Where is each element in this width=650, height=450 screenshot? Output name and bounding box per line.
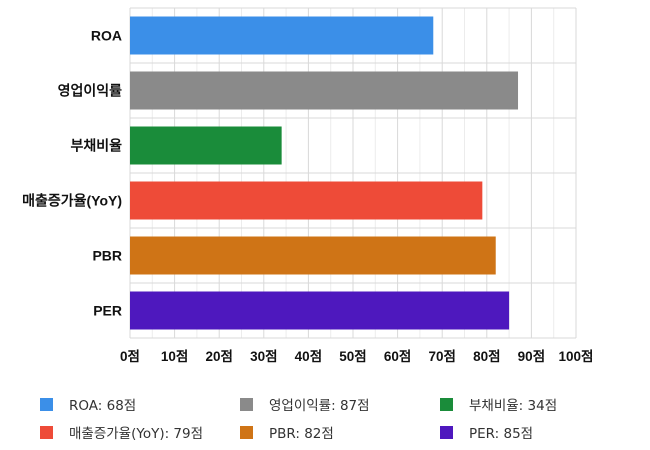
x-tick-label: 80점 xyxy=(473,348,500,364)
category-label: 영업이익률 xyxy=(58,83,123,99)
x-tick-label: 70점 xyxy=(428,348,455,364)
category-label: 매출증가율(YoY) xyxy=(22,193,122,209)
legend-label-pbr: PBR: 82점 xyxy=(269,426,334,442)
legend-swatch-debt-ratio xyxy=(440,397,453,411)
legend-swatch-pbr xyxy=(240,425,253,439)
bar[interactable] xyxy=(130,71,519,110)
x-tick-label: 100점 xyxy=(559,348,594,364)
legend-row: ROA: 68점 영업이익률: 87점 부채비율: 34점 xyxy=(40,390,640,418)
legend-label-revenue-growth: 매출증가율(YoY): 79점 xyxy=(69,426,204,442)
legend-label-per: PER: 85점 xyxy=(469,426,534,442)
legend-item-revenue-growth[interactable]: 매출증가율(YoY): 79점 xyxy=(40,422,240,442)
category-label: 부채비율 xyxy=(70,138,122,154)
category-label: ROA xyxy=(91,28,122,44)
bar[interactable] xyxy=(130,291,510,330)
category-label: PBR xyxy=(92,248,122,264)
x-tick-label: 40점 xyxy=(295,348,322,364)
legend-item-debt-ratio[interactable]: 부채비율: 34점 xyxy=(440,394,640,414)
legend-swatch-per xyxy=(440,425,453,439)
bar[interactable] xyxy=(130,181,483,220)
legend-label-operating-margin: 영업이익률: 87점 xyxy=(269,398,370,414)
x-tick-label: 60점 xyxy=(384,348,411,364)
bar[interactable] xyxy=(130,16,434,55)
legend-item-roa[interactable]: ROA: 68점 xyxy=(40,394,240,414)
category-label: PER xyxy=(93,303,122,319)
legend-item-per[interactable]: PER: 85점 xyxy=(440,422,640,442)
legend-swatch-operating-margin xyxy=(240,397,253,411)
legend-item-operating-margin[interactable]: 영업이익률: 87점 xyxy=(240,394,440,414)
x-tick-label: 20점 xyxy=(205,348,232,364)
x-tick-label: 30점 xyxy=(250,348,277,364)
legend-row: 매출증가율(YoY): 79점 PBR: 82점 PER: 85점 xyxy=(40,418,640,446)
x-tick-label: 10점 xyxy=(161,348,188,364)
legend-label-debt-ratio: 부채비율: 34점 xyxy=(469,398,558,414)
bar[interactable] xyxy=(130,126,282,165)
bar[interactable] xyxy=(130,236,496,275)
x-tick-label: 50점 xyxy=(339,348,366,364)
legend-swatch-revenue-growth xyxy=(40,425,53,439)
legend-label-roa: ROA: 68점 xyxy=(69,398,137,414)
legend: ROA: 68점 영업이익률: 87점 부채비율: 34점 매출증가율(YoY)… xyxy=(40,390,640,446)
legend-item-pbr[interactable]: PBR: 82점 xyxy=(240,422,440,442)
legend-swatch-roa xyxy=(40,397,53,411)
x-tick-label: 0점 xyxy=(120,348,140,364)
x-tick-label: 90점 xyxy=(518,348,545,364)
